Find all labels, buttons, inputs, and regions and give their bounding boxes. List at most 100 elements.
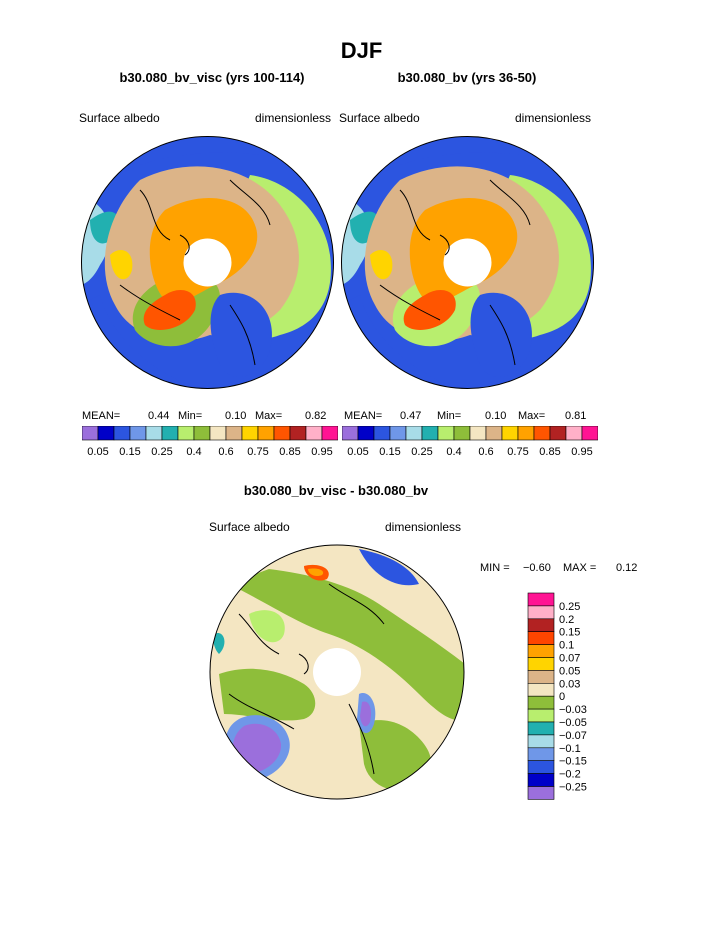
colorbar-tick-label: 0.15 (119, 446, 140, 458)
colorbar-tick-label: −0.03 (559, 704, 587, 716)
panel-a-units-label: dimensionless (255, 111, 332, 125)
colorbar-swatch (517, 426, 535, 441)
colorbar-swatch (129, 426, 147, 441)
colorbar-swatch (209, 426, 227, 441)
diff-polar-map (209, 544, 465, 800)
colorbar-tick-label: −0.1 (559, 743, 581, 755)
pole-hole (313, 648, 361, 696)
map-border (341, 136, 594, 389)
colorbar-swatch (82, 426, 99, 441)
colorbar-tick-label: 0.25 (151, 446, 172, 458)
panel-b-polar-map (341, 136, 594, 389)
colorbar-tick-label: 0.2 (559, 614, 574, 626)
colorbar-tick-label: 0.05 (87, 446, 108, 458)
panel-b-variable-label: Surface albedo (339, 111, 420, 125)
coastline (379, 179, 531, 366)
colorbar-tick-label: −0.2 (559, 769, 581, 781)
colorbar-swatch (321, 426, 338, 441)
panel-a-colorbar: 0.05 0.15 0.25 0.4 0.6 0.75 0.85 0.95 (82, 426, 338, 458)
panel-b-mean-value: 0.47 (400, 410, 422, 422)
panel-a-max-label: Max= (255, 410, 283, 422)
panel-b-max-value: 0.81 (565, 410, 587, 422)
panel-a-mean-value: 0.44 (148, 410, 170, 422)
strongest-negative-region (360, 701, 372, 727)
colorbar-swatch (373, 426, 391, 441)
negative-change-region (359, 720, 432, 791)
sea-ice-region (110, 250, 133, 280)
colorbar-swatch (421, 426, 439, 441)
diff-min-label: MIN = (480, 562, 510, 574)
diff-max-label: MAX = (563, 562, 597, 574)
colorbar-swatch (305, 426, 323, 441)
colorbar-swatch (453, 426, 471, 441)
sea-ice-region (370, 250, 393, 280)
colorbar-swatch (527, 644, 555, 658)
panel-b-title: b30.080_bv (yrs 36-50) (397, 70, 537, 85)
colorbar-tick-label: 0.75 (507, 446, 528, 458)
panel-a-min-value: 0.10 (225, 410, 247, 422)
colorbar-tick-label: 0.15 (379, 446, 400, 458)
colorbar-swatch (97, 426, 115, 441)
coastline (228, 583, 385, 775)
diff-colorbar: 0.250.20.150.10.070.050.030−0.03−0.05−0.… (527, 592, 587, 800)
greenland-ice-region (143, 290, 196, 330)
diff-variable-label: Surface albedo (209, 520, 290, 534)
negative-change-region (213, 633, 225, 654)
season-title: DJF (340, 38, 383, 63)
colorbar-tick-label: 0.25 (411, 446, 432, 458)
colorbar-swatch (273, 426, 291, 441)
colorbar-swatch (485, 426, 503, 441)
colorbar-tick-label: 0.4 (446, 446, 461, 458)
colorbar-swatch (527, 605, 555, 620)
colorbar-swatch (357, 426, 375, 441)
map-border (209, 544, 465, 800)
colorbar-swatch (527, 708, 555, 723)
colorbar-tick-label: 0.6 (478, 446, 493, 458)
pole-hole (183, 238, 232, 287)
negative-change-region (219, 668, 316, 721)
panel-b-mean-label: MEAN= (344, 410, 383, 422)
colorbar-tick-label: 0 (559, 691, 565, 703)
panel-b-max-label: Max= (518, 410, 546, 422)
colorbar-tick-label: −0.07 (559, 730, 587, 742)
panel-a-min-label: Min= (178, 410, 203, 422)
colorbar-swatch (177, 426, 195, 441)
colorbar-swatch (527, 760, 555, 774)
diff-min-value: −0.60 (523, 562, 551, 574)
colorbar-swatch (113, 426, 131, 441)
panel-a-title: b30.080_bv_visc (yrs 100-114) (119, 70, 305, 85)
colorbar-swatch (405, 426, 423, 441)
colorbar-swatch (527, 747, 555, 762)
colorbar-tick-label: −0.05 (559, 717, 587, 729)
colorbar-swatch (469, 426, 487, 441)
colorbar-swatch (257, 426, 275, 441)
colorbar-tick-label: 0.05 (347, 446, 368, 458)
colorbar-swatch (533, 426, 551, 441)
colorbar-swatch (241, 426, 259, 441)
colorbar-tick-label: 0.1 (559, 640, 574, 652)
colorbar-tick-label: 0.15 (559, 627, 580, 639)
diff-max-value: 0.12 (616, 562, 638, 574)
colorbar-tick-label: 0.85 (279, 446, 300, 458)
colorbar-tick-label: 0.95 (311, 446, 332, 458)
colorbar-tick-label: 0.07 (559, 653, 580, 665)
negative-change-region (229, 569, 464, 721)
colorbar-swatch (527, 773, 555, 787)
colorbar-swatch (501, 426, 519, 441)
negative-change-region (249, 610, 285, 643)
diff-title: b30.080_bv_visc - b30.080_bv (243, 483, 429, 498)
colorbar-tick-label: 0.85 (539, 446, 560, 458)
colorbar-swatch (527, 734, 555, 749)
colorbar-swatch (193, 426, 211, 441)
colorbar-swatch (225, 426, 243, 441)
colorbar-tick-label: 0.4 (186, 446, 201, 458)
colorbar-swatch (527, 786, 555, 800)
colorbar-tick-label: 0.25 (559, 601, 580, 613)
colorbar-swatch (527, 631, 555, 645)
panel-b-min-value: 0.10 (485, 410, 507, 422)
panel-a-max-value: 0.82 (305, 410, 327, 422)
colorbar-swatch (437, 426, 455, 441)
panel-a-mean-label: MEAN= (82, 410, 121, 422)
colorbar-tick-label: 0.6 (218, 446, 233, 458)
map-border (81, 136, 334, 389)
